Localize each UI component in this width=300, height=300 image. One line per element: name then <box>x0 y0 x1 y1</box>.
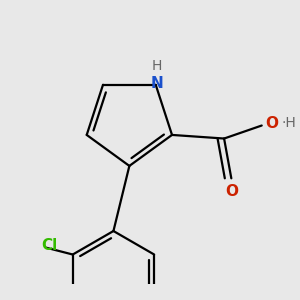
Text: O: O <box>265 116 278 131</box>
Text: ·H: ·H <box>282 116 297 130</box>
Text: Cl: Cl <box>41 238 57 253</box>
Text: H: H <box>152 59 162 73</box>
Text: O: O <box>225 184 238 199</box>
Text: N: N <box>151 76 164 91</box>
